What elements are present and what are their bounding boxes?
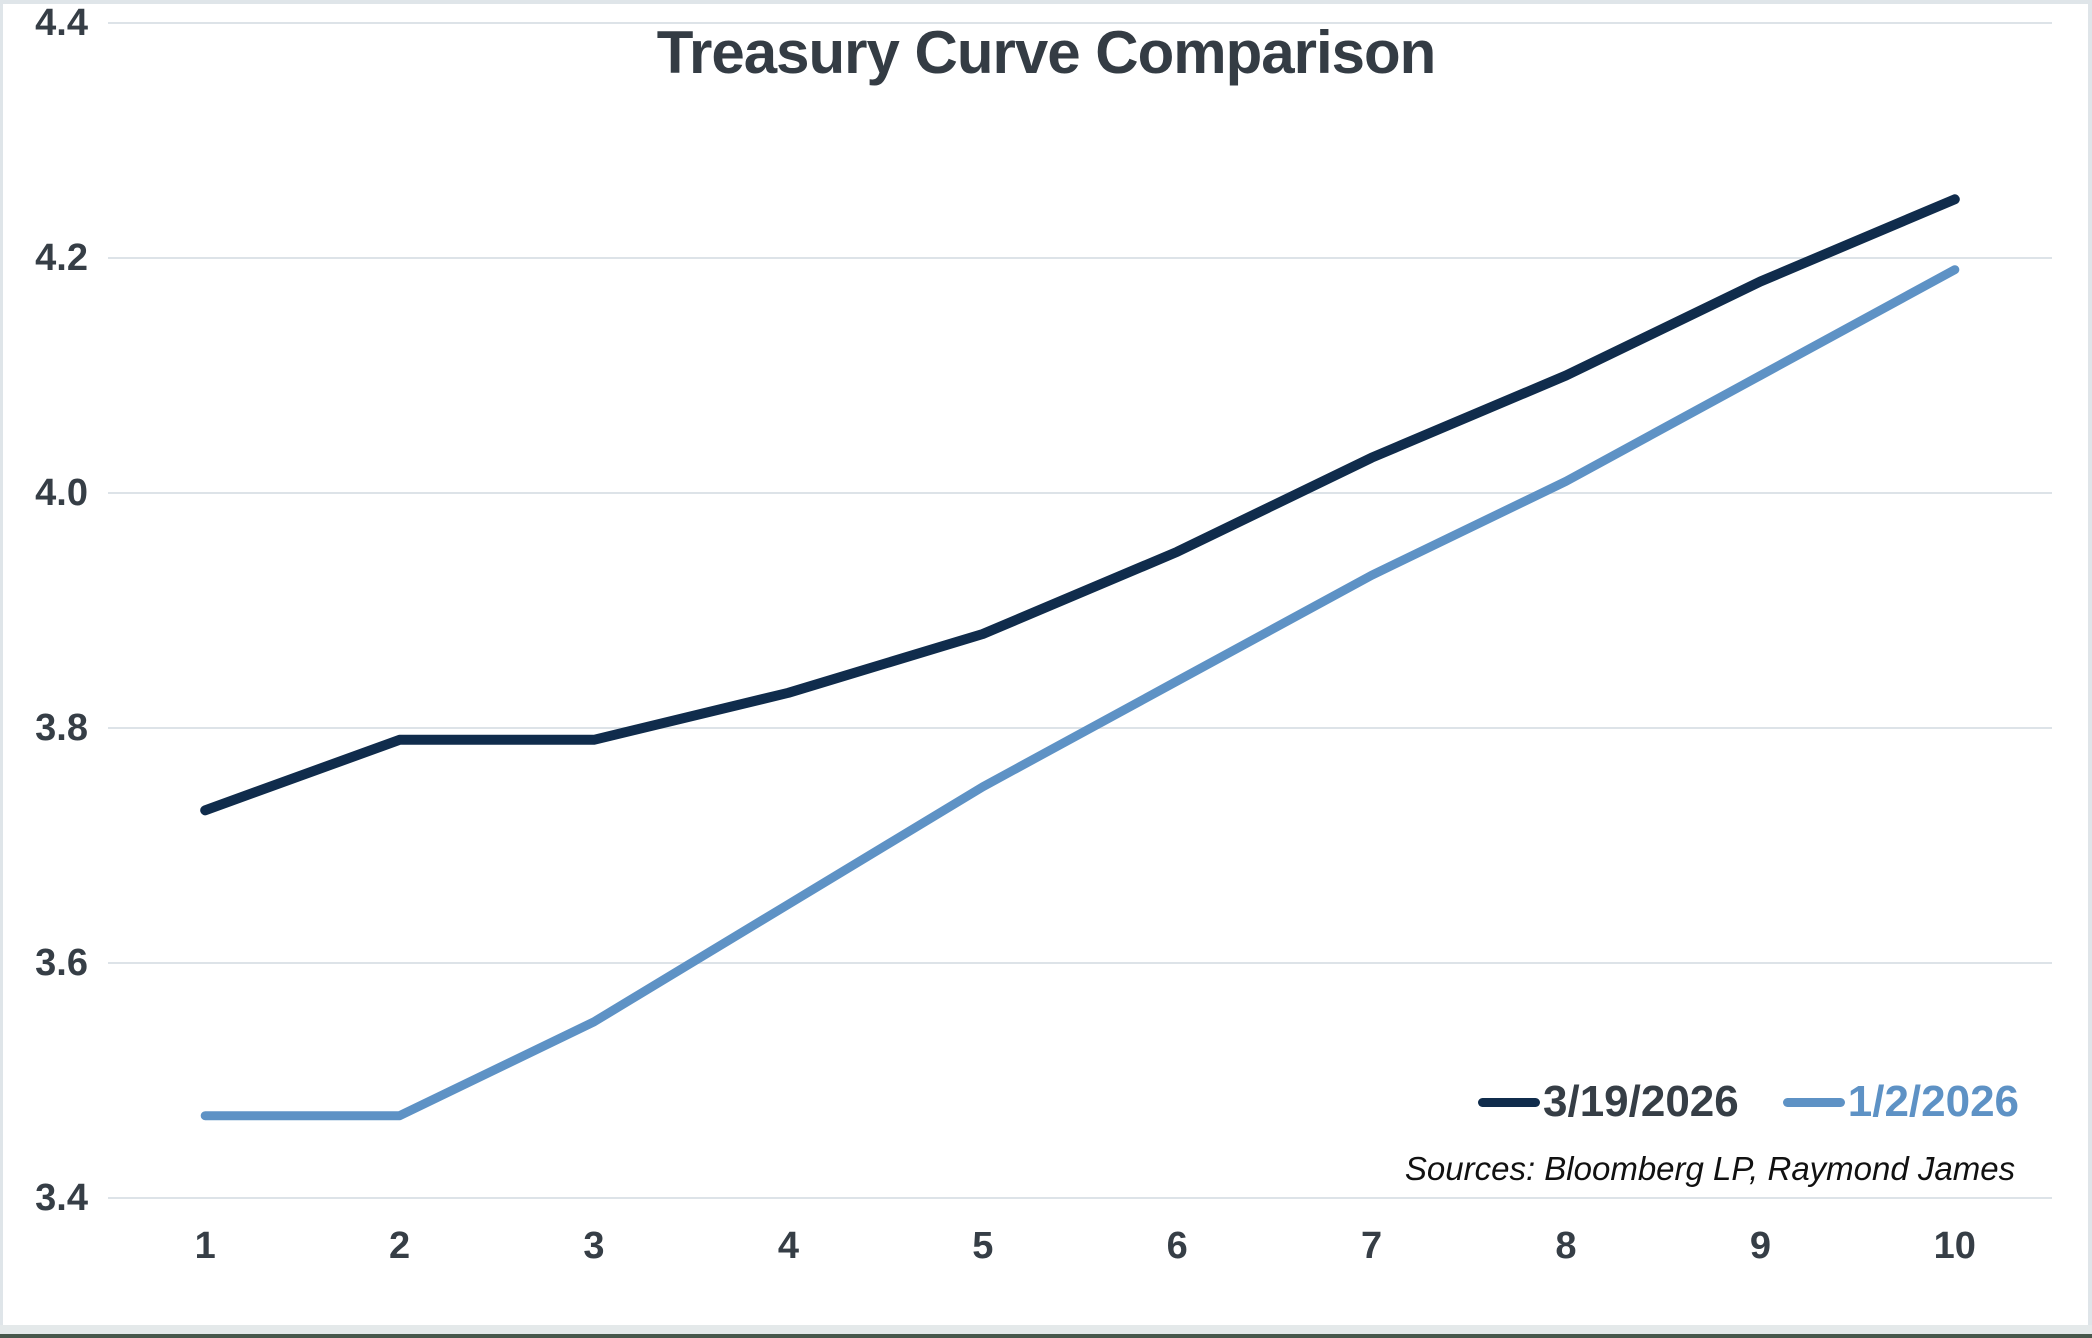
x-tick-label: 2 — [389, 1225, 411, 1267]
series-line-1-2-2026 — [200, 265, 1960, 1121]
legend-line-swatch-blue — [1782, 1097, 1845, 1107]
y-tick-label: 4.4 — [35, 2, 88, 44]
x-tick-label: 9 — [1749, 1225, 1771, 1267]
x-tick-label: 8 — [1555, 1225, 1577, 1267]
y-tick-label: 3.4 — [35, 1177, 88, 1219]
x-tick-label: 5 — [972, 1225, 994, 1267]
chart-title: Treasury Curve Comparison — [656, 19, 1437, 86]
legend-item-series-2: 1/2/2026 — [1782, 1077, 2020, 1127]
legend-label: 3/19/2026 — [1543, 1077, 1739, 1126]
y-tick-label: 3.8 — [35, 707, 88, 749]
x-tick-label: 7 — [1361, 1225, 1383, 1267]
frame-edge-top — [0, 0, 2092, 4]
legend-label: 1/2/2026 — [1847, 1077, 2020, 1126]
frame-edge-right — [2088, 0, 2092, 1338]
sources-note: Sources: Bloomberg LP, Raymond James — [1404, 1150, 2016, 1187]
x-tick-label: 1 — [194, 1225, 216, 1267]
legend-item-series-1: 3/19/2026 — [1478, 1077, 1739, 1127]
frame-edge-left — [0, 0, 3, 1338]
y-tick-label: 4.2 — [35, 237, 88, 279]
y-tick-label: 3.6 — [35, 942, 88, 984]
legend-line-swatch-dark — [1478, 1097, 1540, 1107]
series-line-3-19-2026 — [200, 194, 1960, 816]
x-tick-label: 6 — [1166, 1225, 1188, 1267]
y-tick-label: 4.0 — [35, 472, 88, 514]
legend: 3/19/2026 1/2/2026 — [1478, 1076, 2019, 1128]
frame-edge-bottom-strip — [0, 1325, 2092, 1334]
frame-edge-bottom-line — [0, 1334, 2092, 1338]
x-tick-label: 4 — [777, 1225, 799, 1267]
x-tick-label: 10 — [1933, 1225, 1976, 1267]
x-tick-label: 3 — [583, 1225, 605, 1267]
